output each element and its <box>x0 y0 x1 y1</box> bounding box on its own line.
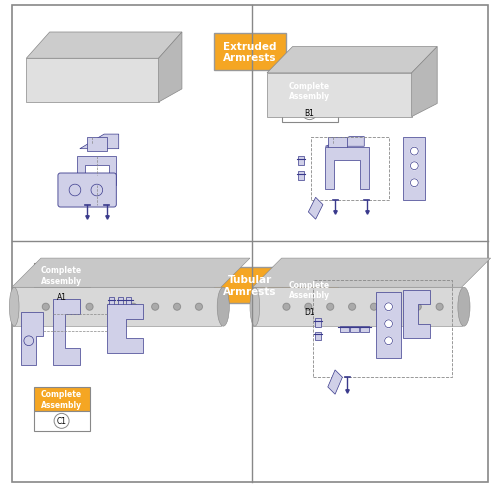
FancyBboxPatch shape <box>12 6 488 482</box>
Circle shape <box>108 304 115 310</box>
Text: Complete
Assembly: Complete Assembly <box>41 389 82 409</box>
FancyBboxPatch shape <box>315 318 321 327</box>
Circle shape <box>196 304 202 310</box>
FancyBboxPatch shape <box>298 172 304 181</box>
Circle shape <box>410 148 418 156</box>
FancyBboxPatch shape <box>282 278 338 302</box>
Polygon shape <box>12 287 221 326</box>
FancyBboxPatch shape <box>126 298 132 306</box>
Circle shape <box>64 304 71 310</box>
Circle shape <box>392 304 400 310</box>
Ellipse shape <box>217 287 230 326</box>
FancyBboxPatch shape <box>34 387 90 411</box>
Polygon shape <box>78 157 116 186</box>
Polygon shape <box>53 300 80 366</box>
FancyBboxPatch shape <box>87 137 106 152</box>
FancyBboxPatch shape <box>109 298 114 306</box>
Polygon shape <box>412 47 437 117</box>
Polygon shape <box>267 74 412 117</box>
Polygon shape <box>376 292 400 358</box>
Ellipse shape <box>10 287 19 326</box>
Text: D1: D1 <box>304 307 315 316</box>
Polygon shape <box>158 33 182 103</box>
FancyBboxPatch shape <box>282 103 338 122</box>
FancyBboxPatch shape <box>282 302 338 322</box>
Polygon shape <box>252 287 462 326</box>
FancyBboxPatch shape <box>118 298 122 306</box>
FancyBboxPatch shape <box>214 34 286 71</box>
Circle shape <box>384 303 392 311</box>
Polygon shape <box>80 135 118 149</box>
Polygon shape <box>106 305 143 353</box>
Polygon shape <box>326 148 369 189</box>
Text: Complete
Assembly: Complete Assembly <box>41 266 82 285</box>
Circle shape <box>305 304 312 310</box>
Circle shape <box>436 304 443 310</box>
Text: C1: C1 <box>56 416 66 426</box>
FancyBboxPatch shape <box>350 326 359 332</box>
Circle shape <box>414 304 421 310</box>
Polygon shape <box>328 370 342 394</box>
Text: A1: A1 <box>56 293 66 302</box>
Text: Tubular
Armrests: Tubular Armrests <box>223 274 277 296</box>
Circle shape <box>348 304 356 310</box>
FancyBboxPatch shape <box>360 326 368 332</box>
FancyBboxPatch shape <box>340 326 349 332</box>
Polygon shape <box>403 137 425 201</box>
Text: Extruded
Armrests: Extruded Armrests <box>223 41 277 63</box>
Text: Complete
Assembly: Complete Assembly <box>289 81 330 101</box>
Circle shape <box>384 337 392 345</box>
Circle shape <box>86 304 93 310</box>
Circle shape <box>410 163 418 170</box>
Circle shape <box>327 304 334 310</box>
Circle shape <box>384 320 392 328</box>
Circle shape <box>174 304 180 310</box>
FancyBboxPatch shape <box>328 137 347 152</box>
FancyBboxPatch shape <box>58 174 116 207</box>
Polygon shape <box>308 198 323 220</box>
FancyBboxPatch shape <box>298 157 304 166</box>
Polygon shape <box>22 312 44 366</box>
Circle shape <box>283 304 290 310</box>
Polygon shape <box>26 33 182 59</box>
Circle shape <box>130 304 136 310</box>
FancyBboxPatch shape <box>34 264 90 287</box>
Circle shape <box>370 304 378 310</box>
FancyBboxPatch shape <box>214 267 286 304</box>
Text: Complete
Assembly: Complete Assembly <box>289 280 330 300</box>
Circle shape <box>152 304 158 310</box>
Polygon shape <box>252 259 490 287</box>
FancyBboxPatch shape <box>34 411 90 431</box>
FancyBboxPatch shape <box>282 79 338 103</box>
Ellipse shape <box>250 287 260 326</box>
Circle shape <box>410 180 418 187</box>
Polygon shape <box>403 290 430 339</box>
FancyBboxPatch shape <box>34 287 90 307</box>
FancyBboxPatch shape <box>315 332 321 341</box>
Polygon shape <box>326 137 364 147</box>
Text: B1: B1 <box>304 108 314 117</box>
Circle shape <box>42 304 49 310</box>
Polygon shape <box>26 59 158 103</box>
Polygon shape <box>267 47 437 74</box>
Polygon shape <box>12 259 250 287</box>
Ellipse shape <box>458 287 470 326</box>
